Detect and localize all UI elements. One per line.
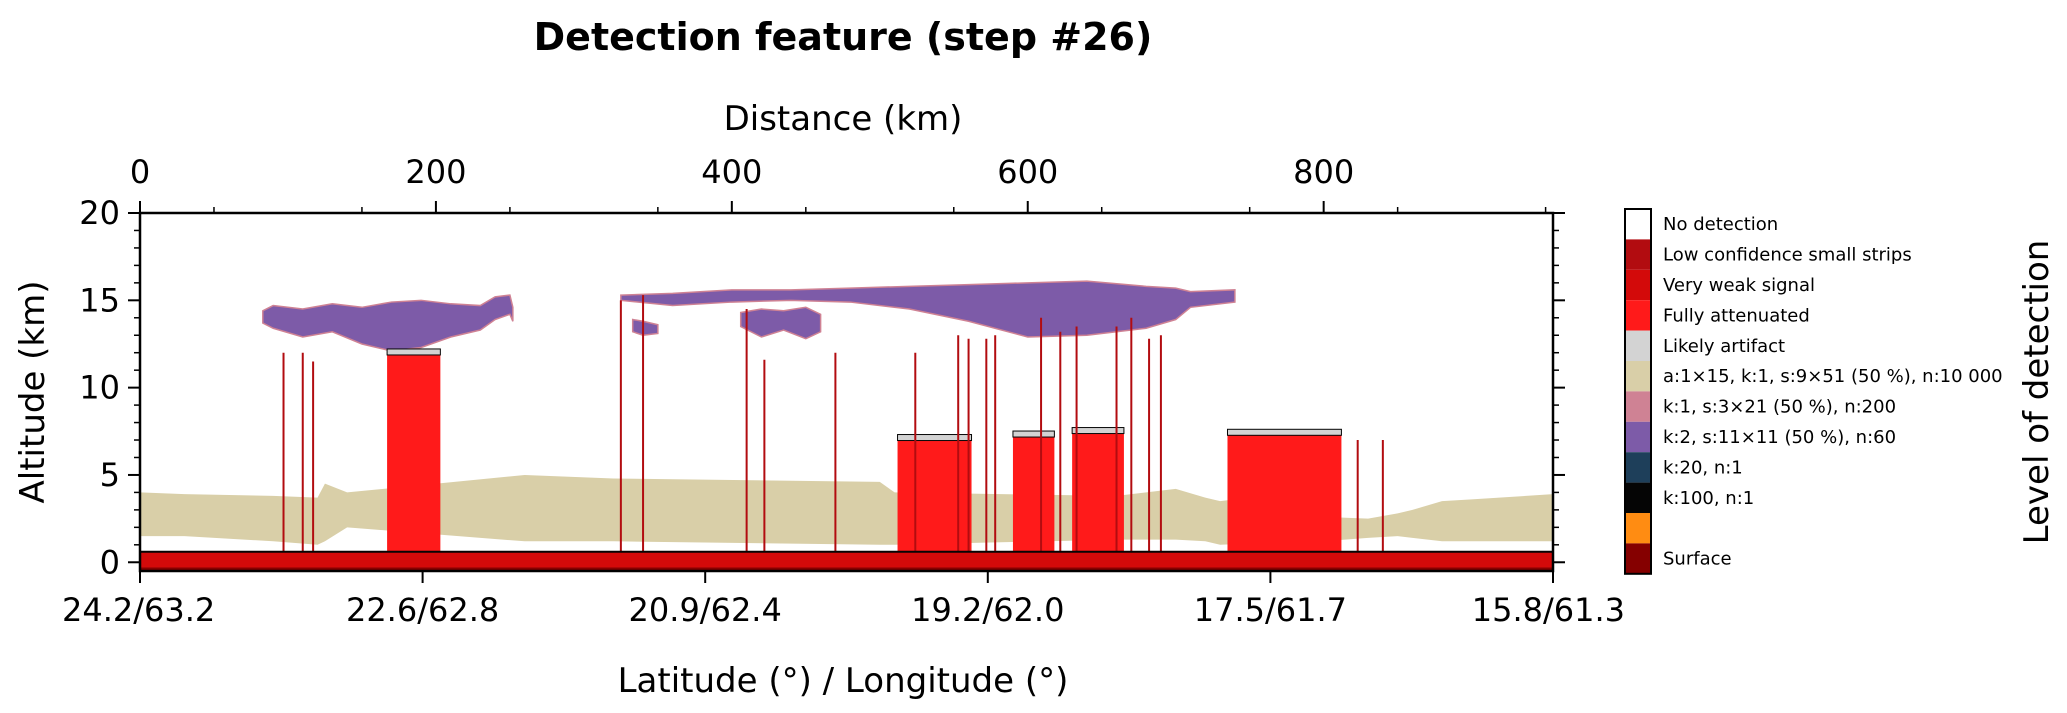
latlon-tick-label-4: 17.5/61.7 xyxy=(1194,591,1347,629)
attenuated-block-4 xyxy=(1227,431,1342,563)
legend-swatch-1 xyxy=(1625,239,1651,270)
artifact-cap-2 xyxy=(1012,430,1055,438)
legend-swatch-2 xyxy=(1625,269,1651,301)
surface-layer xyxy=(140,550,1553,571)
legend-swatch-7 xyxy=(1625,421,1651,453)
chart-title: Detection feature (step #26) xyxy=(534,15,1153,59)
attenuated-block-3 xyxy=(1072,429,1124,563)
legend-label-5: a:1×15, k:1, s:9×51 (50 %), n:10 000 xyxy=(1663,366,2003,387)
axes-ticks: 0 200 400 600 800 0 5 10 15 20 24.2/63.2 22.6/62.8 2… xyxy=(62,153,1625,629)
plot-area xyxy=(140,213,1553,571)
altitude-tick-label-1: 5 xyxy=(100,456,120,494)
latlon-tick-label-3: 19.2/62.0 xyxy=(911,591,1064,629)
latlon-tick-label-1: 22.6/62.8 xyxy=(346,591,499,629)
artifact-cap-3 xyxy=(1071,427,1125,435)
surface-band xyxy=(140,567,1553,571)
legend-frame xyxy=(1624,208,1652,575)
latlon-axis-label: Latitude (°) / Longitude (°) xyxy=(618,661,1069,701)
legend-label-7: k:2, s:11×11 (50 %), n:60 xyxy=(1663,427,1896,448)
altitude-tick-label-0: 0 xyxy=(100,543,120,581)
artifact-cap-0 xyxy=(386,348,441,356)
distance-tick-label-3: 600 xyxy=(997,153,1058,191)
legend-label-8: k:20, n:1 xyxy=(1663,457,1743,478)
legend: No detection Low confidence small strips V… xyxy=(1624,208,2003,575)
plot-frame xyxy=(138,211,1555,573)
legend-swatch-6 xyxy=(1625,391,1651,422)
attenuated-block-2 xyxy=(1012,433,1055,563)
upper-cloud-region-2 xyxy=(739,306,822,340)
legend-swatch-3 xyxy=(1625,300,1651,331)
upper-cloud-region-1 xyxy=(620,280,1236,338)
distance-tick-label-1: 200 xyxy=(405,153,466,191)
artifact-cap-4 xyxy=(1226,428,1342,436)
distance-tick-label-2: 400 xyxy=(701,153,762,191)
latlon-tick-label-0: 24.2/63.2 xyxy=(62,591,215,629)
legend-label-0: No detection xyxy=(1663,214,1778,235)
legend-swatch-11 xyxy=(1625,543,1651,574)
legend-swatch-9 xyxy=(1625,482,1651,513)
legend-label-4: Likely artifact xyxy=(1663,336,1785,357)
legend-swatch-5 xyxy=(1625,361,1651,392)
surface-detection-band xyxy=(140,551,1553,568)
attenuated-block-1 xyxy=(897,436,972,563)
altitude-tick-label-2: 10 xyxy=(79,369,120,407)
latlon-tick-label-5: 15.8/61.3 xyxy=(1472,591,1625,629)
legend-label-3: Fully attenuated xyxy=(1663,305,1810,326)
latlon-tick-label-2: 20.9/62.4 xyxy=(629,591,782,629)
low-cloud-layer xyxy=(140,474,1553,547)
legend-swatch-10 xyxy=(1625,513,1651,544)
distance-tick-label-4: 800 xyxy=(1293,153,1354,191)
altitude-tick-label-4: 20 xyxy=(79,194,120,232)
legend-swatch-4 xyxy=(1625,330,1651,361)
upper-cloud-layer xyxy=(262,280,1236,352)
altitude-axis-label: Altitude (km) xyxy=(13,280,53,503)
legend-label-9: k:100, n:1 xyxy=(1663,488,1754,509)
legend-label-1: Low confidence small strips xyxy=(1663,245,1912,266)
legend-swatch-0 xyxy=(1625,209,1651,240)
legend-swatch-8 xyxy=(1625,452,1651,483)
legend-label-2: Very weak signal xyxy=(1663,275,1815,296)
distance-tick-label-0: 0 xyxy=(130,153,150,191)
legend-label-11: Surface xyxy=(1663,549,1732,570)
upper-cloud-region-0 xyxy=(262,294,514,352)
low-cloud-region-0 xyxy=(140,474,1553,547)
legend-label-6: k:1, s:3×21 (50 %), n:200 xyxy=(1663,397,1896,418)
distance-axis-label: Distance (km) xyxy=(724,99,963,139)
colorbar-label: Level of detection xyxy=(2017,240,2057,545)
attenuation-strips xyxy=(282,295,1384,563)
attenuated-block-0 xyxy=(387,350,441,563)
altitude-tick-label-3: 15 xyxy=(79,281,120,319)
artifact-cap-1 xyxy=(897,434,973,442)
